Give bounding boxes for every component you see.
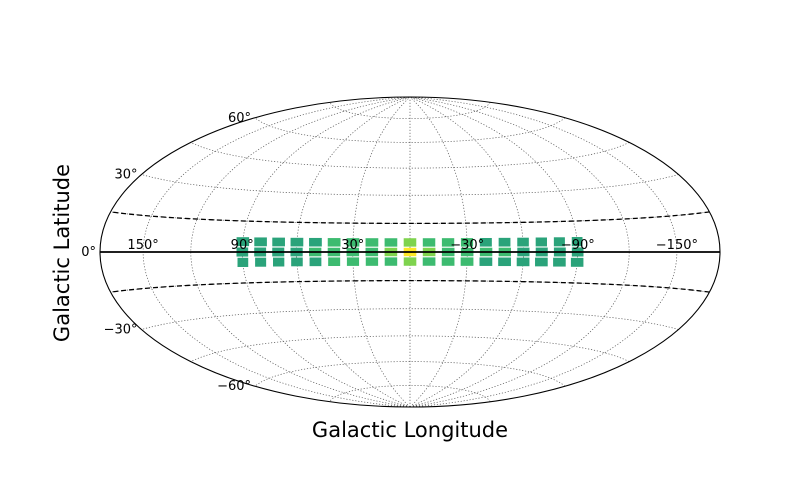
heatmap-tile: [570, 257, 584, 267]
heatmap-tile: [479, 257, 493, 266]
plane-boundaries: [100, 211, 720, 293]
heatmap-tile: [553, 257, 566, 267]
heatmap-tile: [441, 257, 455, 266]
parallel-line: [254, 361, 566, 387]
heatmap-tile: [460, 257, 474, 266]
plane-boundary-line: [110, 279, 710, 293]
heatmap-tile: [291, 257, 303, 267]
heatmap-tile: [422, 257, 436, 266]
heatmap-tile: [498, 237, 511, 247]
lat-tick-label: 60°: [228, 111, 251, 126]
heatmap-tile: [553, 237, 565, 247]
parallel-line: [254, 117, 566, 143]
lon-tick-label: −90°: [561, 238, 595, 253]
lat-tick-label: 0°: [81, 245, 96, 260]
meridian-line: [296, 96, 411, 408]
heatmap-tile: [479, 237, 492, 247]
heatmap-tile: [571, 237, 583, 247]
heatmap-tile: [535, 237, 547, 247]
heatmap-tile: [290, 237, 304, 247]
map-outline: [99, 96, 721, 408]
heatmap-tile: [403, 257, 417, 266]
heatmap-tile: [309, 237, 322, 247]
heatmap-tile: [328, 257, 341, 267]
parallel-line: [141, 308, 679, 330]
heatmap-tile: [346, 257, 360, 266]
heatmap-tile: [403, 238, 417, 247]
graticule: [110, 96, 710, 408]
meridian-line: [409, 96, 630, 408]
heatmap-tile: [237, 257, 249, 267]
parallel-line: [329, 102, 491, 119]
heatmap-tile: [309, 257, 322, 267]
parallel-line: [141, 174, 679, 196]
tick-labels: 150° 90° 30° −30° −90° −150° 60° 30° 0° −30° −60°: [81, 111, 698, 394]
heatmap-tile: [441, 238, 455, 247]
heatmap-tile: [384, 257, 398, 266]
parallel-line: [190, 335, 630, 362]
meridian-line: [409, 96, 579, 408]
x-axis-title: Galactic Longitude: [312, 418, 508, 442]
lon-tick-label: 30°: [341, 238, 364, 253]
heatmap-tile: [255, 257, 267, 267]
heatmap-tile: [365, 257, 379, 266]
heatmap-tile: [327, 238, 341, 247]
lat-tick-label: −30°: [104, 323, 138, 338]
heatmap-tile: [273, 257, 285, 267]
heatmap-tile: [422, 238, 436, 247]
heatmap-tile: [460, 238, 474, 247]
plane-boundary-line: [110, 211, 710, 225]
heatmap-tile: [365, 238, 379, 247]
heatmap-tile: [346, 238, 360, 247]
heatmap-tile: [498, 257, 511, 267]
heatmap-tile: [517, 237, 529, 247]
y-axis-title: Galactic Latitude: [50, 164, 74, 342]
lon-tick-label: 150°: [127, 238, 158, 253]
frame: [99, 96, 721, 408]
heatmap-tile: [272, 237, 285, 247]
lon-tick-label: −30°: [450, 238, 484, 253]
heatmap-tile: [236, 237, 250, 247]
lat-tick-label: 30°: [114, 168, 137, 183]
parallel-line: [190, 142, 630, 169]
lat-tick-label: −60°: [217, 379, 251, 394]
heatmap-tile: [535, 257, 548, 267]
heatmap-tile: [384, 238, 398, 247]
heatmap-tile: [254, 237, 267, 247]
meridian-line: [241, 96, 411, 408]
heatmap-tile: [516, 257, 530, 267]
lon-tick-label: 90°: [231, 238, 254, 253]
lon-tick-label: −150°: [656, 238, 698, 253]
